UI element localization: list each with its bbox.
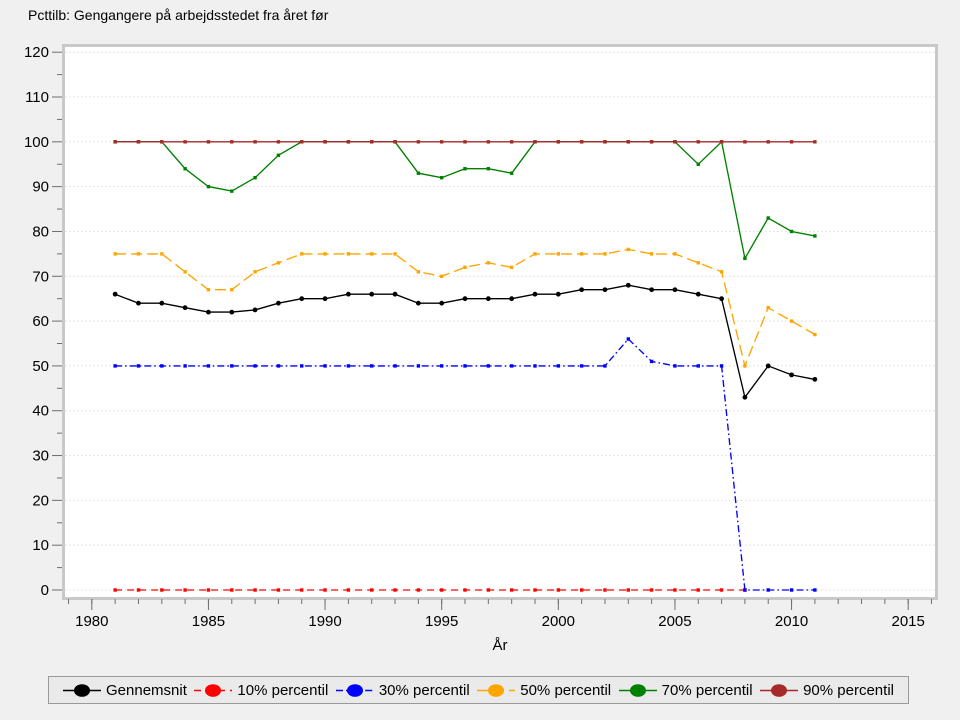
x-axis-label: År <box>492 637 508 654</box>
legend-item-10-percentil: 10% percentil <box>194 682 328 699</box>
x-tick-label: 1985 <box>192 613 225 630</box>
x-tick-label: 2005 <box>658 613 691 630</box>
legend-item-label: 90% percentil <box>803 681 894 699</box>
x-tick-label: 2015 <box>891 613 924 630</box>
series-gennemsnit <box>112 282 818 400</box>
legend-item-70-percentil: 70% percentil <box>618 681 753 699</box>
y-tick-label: 60 <box>32 313 49 330</box>
series-30-percentil <box>113 337 817 592</box>
series-50-percentil <box>113 247 817 369</box>
legend-marker-icon <box>760 683 799 697</box>
y-tick-label: 70 <box>32 268 49 285</box>
x-tick-label: 1980 <box>75 613 108 630</box>
legend-item-label: 10% percentil <box>237 681 329 699</box>
y-tick-label: 30 <box>32 448 49 465</box>
chart-title: Pcttilb: Gengangere på arbejdsstedet fra… <box>28 7 329 23</box>
y-tick-label: 80 <box>32 223 49 240</box>
legend: Gennemsnit 10% percentil 30% percentil 50% … <box>48 676 909 704</box>
x-axis: 1980 1985 1990 1995 2000 2005 2010 2015 <box>67 599 933 630</box>
y-tick-label: 40 <box>32 403 49 420</box>
series-90-percentil <box>113 140 817 144</box>
y-tick-label: 20 <box>32 492 49 509</box>
x-tick-label: 2000 <box>542 613 575 630</box>
y-axis: 0 10 20 30 40 50 60 70 80 90 100 110 120 <box>24 44 62 599</box>
legend-item-90-percentil: 90% percentil <box>760 682 894 699</box>
x-tick-label: 1990 <box>308 613 341 630</box>
x-tick-label: 2010 <box>775 613 808 630</box>
legend-marker-icon <box>194 683 233 697</box>
legend-item-label: 30% percentil <box>378 681 470 699</box>
x-tick-label: 1995 <box>425 613 458 630</box>
plot-svg: 0 10 20 30 40 50 60 70 80 90 100 110 120 1980 1985 1990… <box>24 44 938 630</box>
legend-item-label: 70% percentil <box>661 681 753 699</box>
legend-item-50-percentil: 50% percentil <box>477 682 611 699</box>
y-tick-label: 50 <box>32 358 49 375</box>
y-tick-label: 10 <box>32 537 49 554</box>
y-tick-label: 100 <box>24 134 49 151</box>
plot-frame <box>62 44 938 600</box>
legend-marker-icon <box>618 683 657 697</box>
legend-marker-icon <box>335 683 374 697</box>
y-tick-label: 90 <box>32 179 49 196</box>
legend-marker-icon <box>477 683 516 697</box>
legend-item-gennemsnit: Gennemsnit <box>63 682 187 699</box>
y-tick-label: 0 <box>41 582 49 599</box>
y-tick-label: 110 <box>25 89 49 106</box>
legend-item-30-percentil: 30% percentil <box>335 681 470 699</box>
legend-item-label: Gennemsnit <box>106 681 187 699</box>
y-tick-label: 120 <box>24 44 49 61</box>
legend-marker-icon <box>63 683 101 697</box>
legend-item-label: 50% percentil <box>520 681 612 699</box>
